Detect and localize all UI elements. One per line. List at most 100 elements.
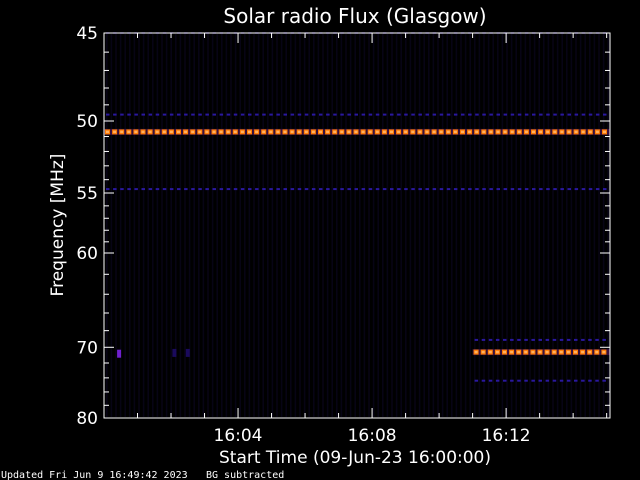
y-tick-label: 45: [76, 24, 98, 44]
band-dot: [368, 188, 373, 191]
band-dot: [113, 113, 117, 116]
texture-column: [345, 34, 347, 417]
band-dash-core: [205, 130, 209, 134]
texture-column: [395, 34, 398, 417]
band-dot: [439, 113, 444, 116]
band-dot: [326, 188, 330, 191]
band-dot: [538, 379, 542, 382]
texture-column: [326, 34, 329, 417]
band-dot: [276, 188, 280, 191]
texture-column: [529, 34, 531, 417]
band-dash-core: [354, 130, 358, 134]
texture-column: [221, 34, 223, 417]
texture-column: [276, 34, 278, 417]
band-dot: [468, 188, 472, 191]
burst-spot: [117, 349, 122, 358]
band-dash-core: [255, 130, 259, 134]
band-dash-core: [184, 130, 188, 134]
band-dash-core: [411, 130, 415, 134]
band-dash-core: [177, 130, 180, 134]
texture-column: [506, 34, 508, 417]
texture-column: [487, 34, 490, 417]
band-dot: [212, 113, 216, 116]
band-dash-core: [106, 130, 109, 134]
band-dot: [184, 188, 188, 191]
texture-column: [400, 34, 402, 417]
band-dash-core: [595, 350, 599, 354]
band-dash-core: [532, 130, 535, 134]
texture-column: [455, 34, 458, 417]
texture-column: [313, 34, 315, 417]
band-dash-core: [475, 130, 479, 134]
texture-column: [207, 34, 209, 417]
band-dot: [510, 188, 515, 191]
texture-column: [244, 34, 246, 417]
band-dot: [538, 338, 542, 341]
band-dot: [559, 379, 564, 382]
band-dot: [496, 188, 500, 191]
band-dot: [184, 113, 188, 116]
band-dash-core: [552, 350, 556, 354]
texture-column: [188, 34, 191, 417]
texture-column: [170, 34, 172, 417]
band-dash-core: [553, 130, 557, 134]
band-dash-core: [468, 130, 472, 134]
band-dot: [524, 379, 528, 382]
texture-column: [179, 34, 182, 417]
texture-column: [552, 34, 554, 417]
texture-column: [211, 34, 214, 417]
texture-column: [253, 34, 255, 417]
band-dot: [475, 188, 479, 191]
texture-column: [372, 34, 375, 417]
band-dot: [595, 379, 599, 382]
band-dot: [141, 188, 145, 191]
band-dash-core: [390, 130, 393, 134]
band-dot: [481, 379, 486, 382]
texture-column: [501, 34, 504, 417]
band-dot: [560, 113, 564, 116]
band-dash-core: [269, 130, 273, 134]
band-dot: [177, 188, 181, 191]
texture-column: [483, 34, 485, 417]
band-dot: [510, 338, 514, 341]
texture-column: [354, 34, 356, 417]
band-dash-core: [517, 350, 521, 354]
band-dash-core: [461, 130, 464, 134]
plot-layer: [104, 32, 611, 417]
texture-column: [290, 34, 292, 417]
band-dot: [595, 188, 600, 191]
band-dot: [488, 338, 493, 341]
band-dot: [411, 113, 415, 116]
band-dot: [510, 113, 515, 116]
band-dot: [418, 113, 422, 116]
band-dot: [375, 113, 380, 116]
texture-column: [349, 34, 352, 417]
band-dash-core: [319, 130, 322, 134]
texture-column: [198, 34, 200, 417]
texture-column: [464, 34, 467, 417]
band-dot: [495, 338, 500, 341]
texture-column: [423, 34, 425, 417]
texture-column: [524, 34, 527, 417]
band-dot: [581, 188, 586, 191]
band-dot: [474, 379, 479, 382]
band-dash-core: [603, 130, 606, 134]
band-dot: [375, 188, 380, 191]
band-dot: [368, 113, 373, 116]
band-dash-core: [326, 130, 330, 134]
texture-column: [414, 34, 416, 417]
band-dot: [503, 379, 507, 382]
texture-column: [386, 34, 389, 417]
band-dot: [198, 113, 202, 116]
texture-column: [262, 34, 264, 417]
band-dot: [574, 379, 578, 382]
band-dot: [347, 113, 351, 116]
band-dash-core: [566, 350, 570, 354]
texture-column: [446, 34, 448, 417]
texture-column: [382, 34, 384, 417]
band-dot: [262, 113, 266, 116]
texture-column: [230, 34, 232, 417]
burst-spot: [172, 348, 177, 357]
band-dot: [517, 188, 522, 191]
band-dash-core: [560, 130, 564, 134]
